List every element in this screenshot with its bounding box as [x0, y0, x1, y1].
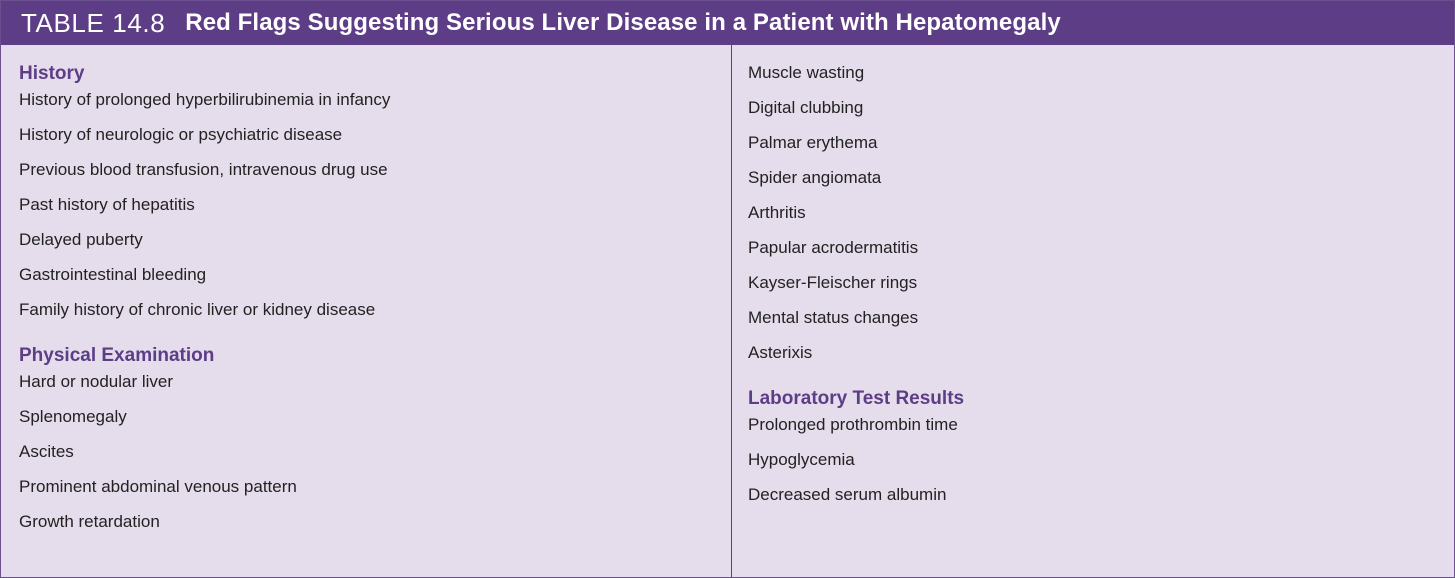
physical-examination-heading: Physical Examination [19, 345, 215, 366]
list-item: Prominent abdominal venous pattern [19, 477, 297, 496]
list-item: Palmar erythema [748, 133, 878, 152]
list-item: Growth retardation [19, 512, 160, 531]
list-item: Hard or nodular liver [19, 372, 174, 391]
list-item: History of neurologic or psychiatric dis… [19, 125, 343, 144]
list-item: History of prolonged hyperbilirubinemia … [19, 90, 391, 109]
list-item: Spider angiomata [748, 168, 882, 187]
list-item: Prolonged prothrombin time [748, 415, 958, 434]
list-item: Decreased serum albumin [748, 485, 947, 504]
list-item: Ascites [19, 442, 74, 461]
list-item: Muscle wasting [748, 63, 865, 82]
list-item: Asterixis [748, 343, 813, 362]
list-item: Kayser-Fleischer rings [748, 273, 918, 292]
list-item: Gastrointestinal bleeding [19, 265, 207, 284]
list-item: Arthritis [748, 203, 806, 222]
list-item: Papular acrodermatitis [748, 238, 919, 257]
laboratory-heading: Laboratory Test Results [748, 388, 965, 409]
right-column: Muscle wasting Digital clubbing Palmar e… [732, 45, 1454, 577]
list-item: Delayed puberty [19, 230, 143, 249]
history-heading: History [19, 63, 85, 84]
table-title: Red Flags Suggesting Serious Liver Disea… [185, 9, 1061, 36]
table-number: TABLE 14.8 [21, 7, 166, 38]
list-item: Hypoglycemia [748, 450, 855, 469]
left-column: History History of prolonged hyperbiliru… [1, 45, 732, 577]
list-item: Family history of chronic liver or kidne… [19, 300, 376, 319]
list-item: Digital clubbing [748, 98, 864, 117]
list-item: Mental status changes [748, 308, 919, 327]
table-title-bar: TABLE 14.8 Red Flags Suggesting Serious … [1, 1, 1454, 45]
list-item: Previous blood transfusion, intravenous … [19, 160, 388, 179]
list-item: Past history of hepatitis [19, 195, 195, 214]
list-item: Splenomegaly [19, 407, 127, 426]
